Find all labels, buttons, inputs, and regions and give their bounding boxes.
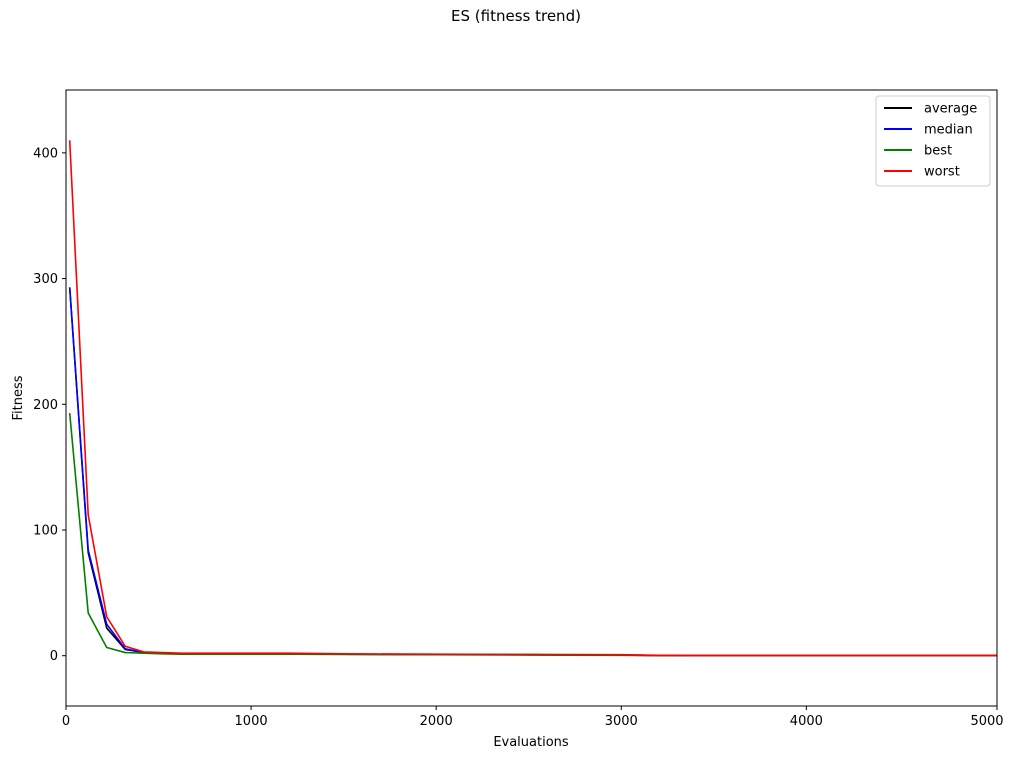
axis-ticks: 0 1000 2000 3000 4000 5000 0 100 200 300 400 [33,146,1003,729]
x-tick-label: 5000 [970,714,1003,729]
x-tick-label: 4000 [790,714,823,729]
y-axis-label: Fitness [11,375,26,420]
plot-frame [65,89,998,707]
legend-label-best: best [924,144,952,159]
y-tick-label: 400 [33,146,58,161]
series-line-average [68,287,997,657]
legend: average median best worst [875,95,991,187]
y-tick-label: 100 [33,524,58,539]
x-tick-label: 0 [62,714,70,729]
x-tick-label: 2000 [420,714,453,729]
series-line-worst [68,140,997,657]
x-axis-label: Evaluations [493,735,569,750]
y-tick-label: 200 [33,398,58,413]
legend-label-worst: worst [924,165,960,180]
x-tick-label: 1000 [235,714,268,729]
chart-title: ES (fitness trend) [451,7,581,25]
legend-label-average: average [924,102,977,117]
y-tick-label: 300 [33,272,58,287]
plot-area [68,140,997,657]
legend-label-median: median [924,123,973,138]
y-tick-label: 0 [50,649,58,664]
x-tick-label: 3000 [605,714,638,729]
series-line-best [68,413,997,657]
series-line-median [68,287,997,657]
legend-box [875,95,991,187]
